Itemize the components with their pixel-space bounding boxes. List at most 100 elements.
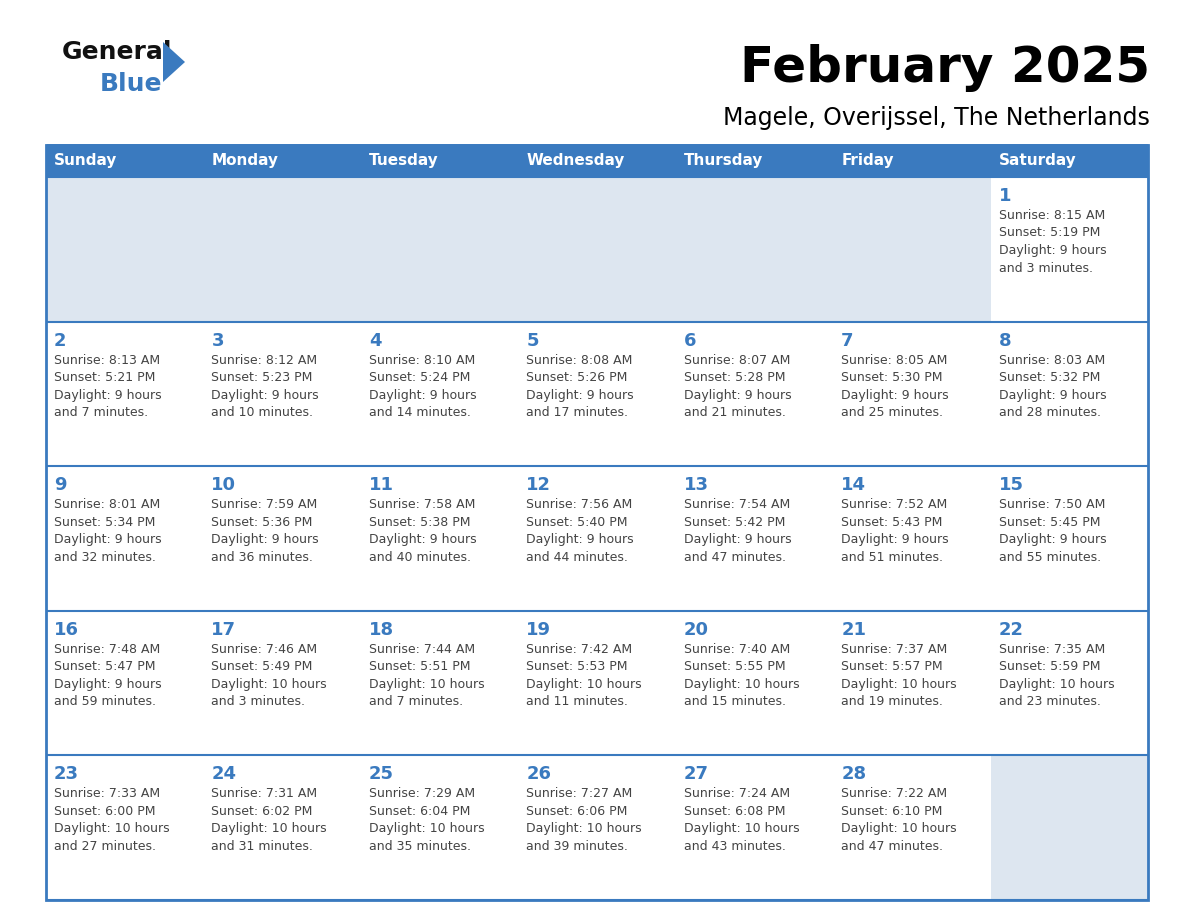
Text: 22: 22 bbox=[999, 621, 1024, 639]
Text: Daylight: 9 hours: Daylight: 9 hours bbox=[841, 533, 949, 546]
Bar bbox=[518, 177, 676, 321]
Text: 23: 23 bbox=[53, 766, 78, 783]
Bar bbox=[833, 610, 991, 756]
Text: and 3 minutes.: and 3 minutes. bbox=[211, 695, 305, 709]
Text: Sunset: 5:32 PM: Sunset: 5:32 PM bbox=[999, 371, 1100, 384]
Bar bbox=[991, 756, 1148, 900]
Text: 6: 6 bbox=[684, 331, 696, 350]
Text: Sunset: 5:21 PM: Sunset: 5:21 PM bbox=[53, 371, 156, 384]
Text: Daylight: 9 hours: Daylight: 9 hours bbox=[211, 533, 320, 546]
Bar bbox=[46, 466, 203, 610]
Text: Sunrise: 8:13 AM: Sunrise: 8:13 AM bbox=[53, 353, 160, 366]
Text: and 59 minutes.: and 59 minutes. bbox=[53, 695, 156, 709]
Text: Sunset: 6:02 PM: Sunset: 6:02 PM bbox=[211, 805, 312, 818]
Text: Daylight: 9 hours: Daylight: 9 hours bbox=[53, 533, 162, 546]
Text: General: General bbox=[62, 40, 172, 64]
Polygon shape bbox=[163, 42, 185, 82]
Text: Daylight: 10 hours: Daylight: 10 hours bbox=[841, 677, 956, 691]
Text: Sunset: 5:55 PM: Sunset: 5:55 PM bbox=[684, 660, 785, 673]
Text: 20: 20 bbox=[684, 621, 709, 639]
Text: Daylight: 9 hours: Daylight: 9 hours bbox=[999, 388, 1106, 401]
Text: Sunrise: 8:05 AM: Sunrise: 8:05 AM bbox=[841, 353, 948, 366]
Text: Daylight: 10 hours: Daylight: 10 hours bbox=[841, 823, 956, 835]
Text: Sunset: 5:59 PM: Sunset: 5:59 PM bbox=[999, 660, 1100, 673]
Text: Sunrise: 7:48 AM: Sunrise: 7:48 AM bbox=[53, 643, 160, 655]
Bar bbox=[203, 321, 361, 466]
Bar bbox=[833, 321, 991, 466]
Text: and 3 minutes.: and 3 minutes. bbox=[999, 262, 1093, 274]
Text: Daylight: 9 hours: Daylight: 9 hours bbox=[53, 388, 162, 401]
Bar bbox=[46, 610, 203, 756]
Text: Daylight: 10 hours: Daylight: 10 hours bbox=[526, 823, 642, 835]
Text: Sunrise: 7:59 AM: Sunrise: 7:59 AM bbox=[211, 498, 317, 511]
Bar bbox=[991, 610, 1148, 756]
Text: Daylight: 9 hours: Daylight: 9 hours bbox=[526, 533, 634, 546]
Bar bbox=[361, 177, 518, 321]
Text: Sunrise: 8:08 AM: Sunrise: 8:08 AM bbox=[526, 353, 633, 366]
Text: Sunset: 5:34 PM: Sunset: 5:34 PM bbox=[53, 516, 156, 529]
Bar bbox=[833, 177, 991, 321]
Text: Sunset: 6:06 PM: Sunset: 6:06 PM bbox=[526, 805, 627, 818]
Text: 7: 7 bbox=[841, 331, 854, 350]
Text: Sunset: 6:00 PM: Sunset: 6:00 PM bbox=[53, 805, 156, 818]
Text: Daylight: 9 hours: Daylight: 9 hours bbox=[526, 388, 634, 401]
Bar bbox=[833, 756, 991, 900]
Text: Sunset: 5:51 PM: Sunset: 5:51 PM bbox=[368, 660, 470, 673]
Bar bbox=[46, 756, 203, 900]
Bar bbox=[203, 177, 361, 321]
Text: Sunrise: 7:37 AM: Sunrise: 7:37 AM bbox=[841, 643, 947, 655]
Bar bbox=[676, 610, 833, 756]
Text: Daylight: 9 hours: Daylight: 9 hours bbox=[841, 388, 949, 401]
Text: 2: 2 bbox=[53, 331, 67, 350]
Bar bbox=[361, 610, 518, 756]
Text: 5: 5 bbox=[526, 331, 539, 350]
Text: Sunday: Sunday bbox=[53, 153, 118, 169]
Text: 16: 16 bbox=[53, 621, 78, 639]
Text: Daylight: 9 hours: Daylight: 9 hours bbox=[53, 677, 162, 691]
Bar bbox=[676, 321, 833, 466]
Text: Sunrise: 7:56 AM: Sunrise: 7:56 AM bbox=[526, 498, 632, 511]
Text: Daylight: 9 hours: Daylight: 9 hours bbox=[211, 388, 320, 401]
Text: and 7 minutes.: and 7 minutes. bbox=[368, 695, 463, 709]
Text: and 31 minutes.: and 31 minutes. bbox=[211, 840, 314, 853]
Text: 10: 10 bbox=[211, 476, 236, 494]
Text: Daylight: 10 hours: Daylight: 10 hours bbox=[999, 677, 1114, 691]
Text: Sunrise: 7:44 AM: Sunrise: 7:44 AM bbox=[368, 643, 475, 655]
Text: and 27 minutes.: and 27 minutes. bbox=[53, 840, 156, 853]
Text: Magele, Overijssel, The Netherlands: Magele, Overijssel, The Netherlands bbox=[723, 106, 1150, 130]
Text: 1: 1 bbox=[999, 187, 1011, 205]
Text: 9: 9 bbox=[53, 476, 67, 494]
Text: 8: 8 bbox=[999, 331, 1011, 350]
Text: Thursday: Thursday bbox=[684, 153, 763, 169]
Bar bbox=[518, 466, 676, 610]
Text: Wednesday: Wednesday bbox=[526, 153, 625, 169]
Bar bbox=[991, 321, 1148, 466]
Text: Sunrise: 8:10 AM: Sunrise: 8:10 AM bbox=[368, 353, 475, 366]
Text: Daylight: 9 hours: Daylight: 9 hours bbox=[368, 533, 476, 546]
Text: and 15 minutes.: and 15 minutes. bbox=[684, 695, 785, 709]
Bar bbox=[46, 321, 203, 466]
Bar bbox=[676, 756, 833, 900]
Text: Sunset: 5:26 PM: Sunset: 5:26 PM bbox=[526, 371, 627, 384]
Text: 15: 15 bbox=[999, 476, 1024, 494]
Text: Sunset: 5:57 PM: Sunset: 5:57 PM bbox=[841, 660, 943, 673]
Text: Sunrise: 7:58 AM: Sunrise: 7:58 AM bbox=[368, 498, 475, 511]
Text: Sunrise: 7:54 AM: Sunrise: 7:54 AM bbox=[684, 498, 790, 511]
Bar bbox=[203, 466, 361, 610]
Text: and 32 minutes.: and 32 minutes. bbox=[53, 551, 156, 564]
Text: and 47 minutes.: and 47 minutes. bbox=[684, 551, 785, 564]
Text: and 23 minutes.: and 23 minutes. bbox=[999, 695, 1100, 709]
Text: Saturday: Saturday bbox=[999, 153, 1076, 169]
Text: Sunset: 5:43 PM: Sunset: 5:43 PM bbox=[841, 516, 942, 529]
Text: 14: 14 bbox=[841, 476, 866, 494]
Text: 13: 13 bbox=[684, 476, 709, 494]
Text: and 7 minutes.: and 7 minutes. bbox=[53, 406, 148, 420]
Text: Sunrise: 8:07 AM: Sunrise: 8:07 AM bbox=[684, 353, 790, 366]
Text: Daylight: 9 hours: Daylight: 9 hours bbox=[999, 533, 1106, 546]
Text: Sunset: 5:47 PM: Sunset: 5:47 PM bbox=[53, 660, 156, 673]
Text: and 51 minutes.: and 51 minutes. bbox=[841, 551, 943, 564]
Text: and 40 minutes.: and 40 minutes. bbox=[368, 551, 470, 564]
Text: and 44 minutes.: and 44 minutes. bbox=[526, 551, 628, 564]
Text: Sunrise: 7:24 AM: Sunrise: 7:24 AM bbox=[684, 788, 790, 800]
Text: Sunrise: 7:33 AM: Sunrise: 7:33 AM bbox=[53, 788, 160, 800]
